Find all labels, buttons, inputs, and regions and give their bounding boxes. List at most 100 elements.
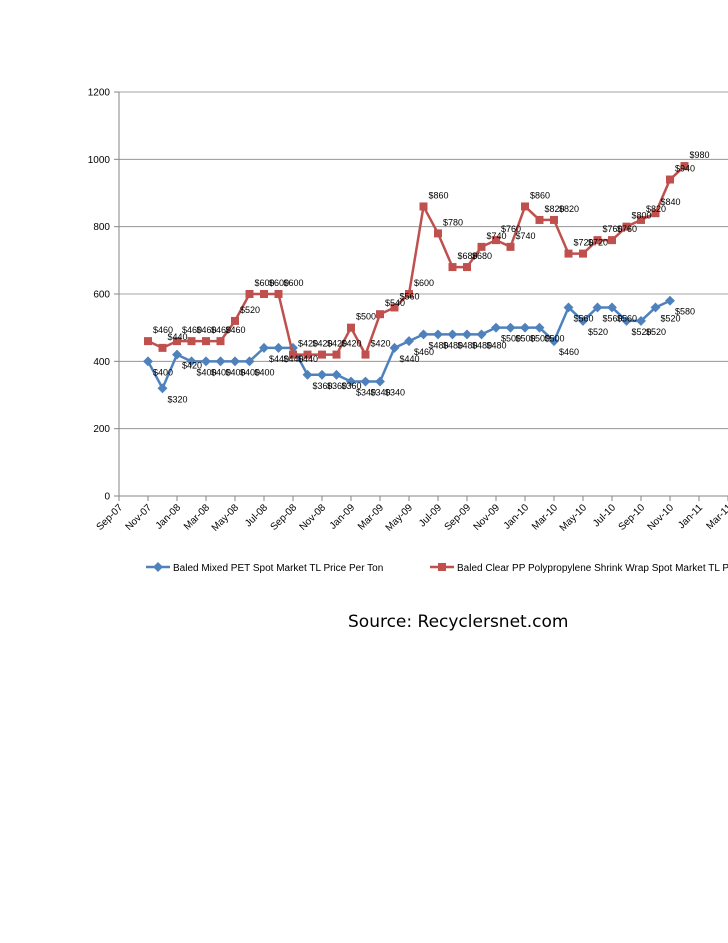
- pp-point: [216, 337, 225, 346]
- pet-point: [259, 342, 269, 353]
- pp-point: [274, 290, 283, 298]
- pp-point: [550, 215, 558, 224]
- data-label: $740: [487, 231, 507, 241]
- series-group: [143, 162, 689, 394]
- pp-point: [608, 236, 616, 245]
- x-tick-label: May-09: [384, 502, 416, 534]
- data-label: $820: [646, 204, 666, 214]
- legend-item-pp: Baled Clear PP Polypropylene Shrink Wrap…: [430, 563, 728, 574]
- pp-point: [419, 202, 428, 211]
- x-tick-label: Jul-10: [591, 502, 618, 529]
- data-label: $500: [501, 334, 521, 344]
- pet-point: [302, 369, 313, 380]
- pet-point: [360, 376, 371, 387]
- pp-point: [245, 290, 254, 298]
- data-label: $820: [545, 204, 565, 214]
- pet-point: [273, 342, 284, 353]
- data-label: $580: [675, 307, 695, 317]
- pet-point: [505, 322, 516, 333]
- pet-point: [389, 342, 400, 353]
- pet-point: [201, 356, 211, 367]
- data-label: $340: [371, 388, 391, 398]
- gridlines: [119, 91, 728, 430]
- x-tick-label: Sep-08: [269, 502, 300, 533]
- data-label: $440: [298, 354, 318, 364]
- x-tick-label: Jul-09: [417, 502, 444, 529]
- pet-point: [534, 322, 545, 333]
- data-label: $720: [574, 238, 594, 248]
- data-label: $420: [313, 339, 333, 349]
- data-label: $480: [472, 340, 492, 350]
- pp-point: [187, 337, 196, 346]
- pp-point: [390, 303, 399, 312]
- data-label: $500: [545, 334, 565, 344]
- pp-point: [448, 263, 457, 272]
- data-label: $760: [617, 224, 637, 234]
- data-label: $460: [153, 325, 173, 335]
- data-label: $440: [168, 332, 188, 342]
- pet-point: [186, 356, 197, 367]
- pet-point: [230, 356, 240, 367]
- data-label: $460: [211, 325, 231, 335]
- data-label: $520: [661, 313, 681, 323]
- x-tick-label: Jan-11: [676, 502, 705, 531]
- data-label: $460: [197, 325, 217, 335]
- data-label: $360: [313, 381, 333, 391]
- pp-point: [535, 215, 544, 224]
- pet-point: [592, 302, 603, 313]
- legend-item-pet: Baled Mixed PET Spot Market TL Price Per…: [146, 562, 383, 574]
- y-tick-label: 1000: [88, 155, 111, 166]
- data-label: $460: [414, 347, 434, 357]
- pp-point: [303, 350, 312, 359]
- data-label: $520: [240, 305, 260, 315]
- y-tick-label: 600: [93, 290, 110, 301]
- data-label: $780: [443, 217, 463, 227]
- x-tick-label: Nov-07: [124, 502, 155, 533]
- pet-point: [317, 369, 327, 380]
- data-label: $340: [385, 388, 405, 398]
- y-tick-label: 1200: [88, 88, 111, 99]
- x-tick-label: Jan-10: [502, 502, 532, 532]
- pet-point: [462, 329, 472, 340]
- pp-point: [434, 229, 442, 238]
- pp-point: [405, 290, 413, 298]
- data-label: $420: [371, 339, 391, 349]
- pp-point: [463, 263, 471, 272]
- pet-point: [418, 329, 429, 340]
- x-tick-label: Sep-10: [617, 502, 648, 533]
- data-label: $460: [226, 325, 246, 335]
- data-label: $400: [211, 367, 231, 377]
- data-label: $420: [327, 339, 347, 349]
- pp-point: [361, 350, 370, 359]
- data-label: $600: [284, 278, 304, 288]
- pet-point: [331, 369, 342, 380]
- data-label: $820: [559, 204, 579, 214]
- data-label: $360: [342, 381, 362, 391]
- data-label: $420: [342, 339, 362, 349]
- legend-marker-pet: [153, 562, 163, 572]
- y-tick-label: 0: [104, 492, 110, 503]
- pp-point: [347, 323, 355, 332]
- pp-point: [622, 222, 631, 231]
- source-note: Source: Recyclersnet.com: [348, 612, 569, 632]
- pp-point: [680, 162, 689, 171]
- x-tick-label: Mar-10: [530, 502, 560, 532]
- pet-point: [491, 322, 501, 333]
- pet-point: [172, 349, 182, 360]
- data-label: $500: [530, 334, 550, 344]
- pp-point: [231, 316, 239, 325]
- data-label: $460: [559, 347, 579, 357]
- pp-point: [593, 236, 602, 245]
- data-label: $680: [458, 251, 478, 261]
- legend-label-pet: Baled Mixed PET Spot Market TL Price Per…: [173, 563, 383, 574]
- data-label: $520: [588, 327, 608, 337]
- x-tick-label: Sep-07: [95, 502, 126, 533]
- pp-point: [289, 350, 297, 359]
- pp-point: [637, 215, 645, 224]
- x-tick-label: Mar-11: [704, 502, 728, 532]
- x-tick-label: Jan-09: [328, 502, 358, 532]
- pet-point: [433, 329, 443, 340]
- data-label: $420: [182, 361, 202, 371]
